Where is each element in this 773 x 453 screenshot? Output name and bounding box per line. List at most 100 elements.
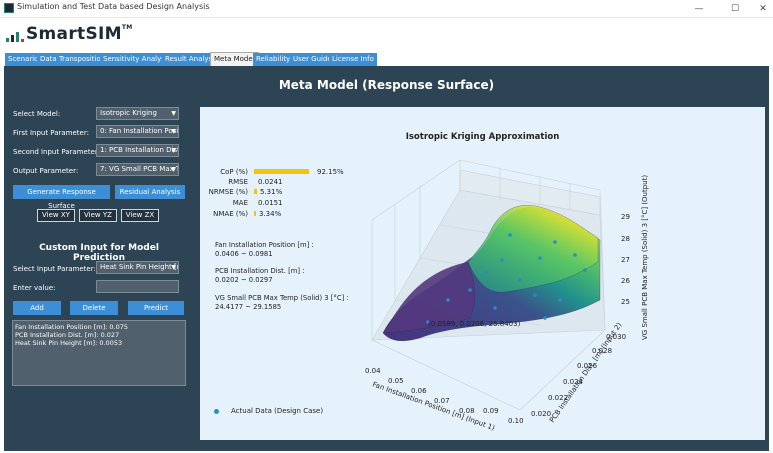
close-button[interactable]: ✕ xyxy=(759,4,767,14)
x-tick-label: 0.10 xyxy=(508,417,524,425)
z-tick-label: 26 xyxy=(621,277,630,285)
data-point xyxy=(533,293,537,297)
chevron-down-icon: ▼ xyxy=(171,147,176,154)
metric-value-cop: 92.15% xyxy=(317,168,344,176)
page-title: Meta Model (Response Surface) xyxy=(278,78,495,92)
z-ticks: 25 26 27 28 29 xyxy=(621,213,630,306)
z-tick-label: 28 xyxy=(621,235,630,243)
enter-value-input[interactable] xyxy=(96,280,179,293)
second-input-label: Second Input Parameter: xyxy=(13,148,100,156)
metric-label-cop: CoP (%) xyxy=(220,168,248,176)
surface-annotation: (0.0589, 0.0206, 25.8403) xyxy=(428,320,521,328)
response-surface xyxy=(382,205,601,341)
metric-value-nrmse: 5.31% xyxy=(260,188,283,196)
range-input1-name: Fan Installation Position [m] : xyxy=(215,241,314,249)
view-yz-button[interactable]: View YZ xyxy=(79,209,117,222)
data-point xyxy=(558,298,562,302)
select-model-label: Select Model: xyxy=(13,110,61,118)
metric-value-rmse: 0.0241 xyxy=(258,178,283,186)
chevron-down-icon: ▼ xyxy=(171,264,176,271)
range-input2: PCB Installation Dist. [m] :0.0202 ~ 0.0… xyxy=(215,267,305,285)
data-point xyxy=(518,278,522,282)
chevron-down-icon: ▼ xyxy=(171,128,176,135)
data-point xyxy=(508,233,512,237)
range-output-value: 24.4177 ~ 29.1585 xyxy=(215,303,282,311)
output-parameter-dropdown[interactable]: 7: VG Small PCB Max T ▼ xyxy=(96,163,179,176)
tab-license-info[interactable]: License Info xyxy=(329,53,377,66)
data-point xyxy=(446,298,450,302)
predict-button[interactable]: Predict xyxy=(128,301,184,315)
legend-marker-icon xyxy=(214,409,219,414)
add-button[interactable]: Add xyxy=(13,301,61,315)
x-ticks: 0.04 0.05 0.06 0.07 0.08 0.09 0.10 xyxy=(365,367,524,425)
metric-value-mae: 0.0151 xyxy=(258,199,283,207)
tab-scenario[interactable]: Scenario xyxy=(5,53,42,66)
x-tick-label: 0.05 xyxy=(388,377,404,385)
x-tick-label: 0.04 xyxy=(365,367,381,375)
z-axis-label: VG Small PCB Max Temp (Solid) 3 [°C] (Ou… xyxy=(641,175,649,340)
metric-bar-cop xyxy=(254,169,310,174)
logo-text: SmartSIM xyxy=(26,24,122,44)
first-input-dropdown[interactable]: 0: Fan Installation Positi ▼ xyxy=(96,125,179,138)
window-title: Simulation and Test Data based Design An… xyxy=(17,2,210,11)
x-tick-label: 0.08 xyxy=(459,407,475,415)
tab-data-transposition[interactable]: Data Transposition xyxy=(37,53,109,66)
select-input-parameter-dropdown[interactable]: Heat Sink Pin Height [m ▼ xyxy=(96,261,179,274)
y-tick-label: 0.030 xyxy=(606,333,626,341)
metric-bar-nrmse xyxy=(254,189,258,194)
range-input1: Fan Installation Position [m] :0.0406 ~ … xyxy=(215,241,314,259)
chevron-down-icon: ▼ xyxy=(171,166,176,173)
chevron-down-icon: ▼ xyxy=(171,110,176,117)
x-axis-label: Fan Installation Position [m] (Input 1) xyxy=(371,380,496,432)
maximize-button[interactable]: ☐ xyxy=(730,4,740,14)
minimize-button[interactable]: — xyxy=(694,4,704,14)
list-item[interactable]: PCB Installation Dist. [m]: 0.027 xyxy=(15,331,120,339)
tab-sensitivity-analysis[interactable]: Sensitivity Analysis xyxy=(100,53,174,66)
range-output-name: VG Small PCB Max Temp (Solid) 3 [°C] : xyxy=(215,294,349,302)
window-titlebar: Simulation and Test Data based Design An… xyxy=(0,0,773,18)
tab-user-guide[interactable]: User Guide xyxy=(290,53,335,66)
select-model-dropdown[interactable]: Isotropic Kriging ▼ xyxy=(96,107,179,120)
range-input2-value: 0.0202 ~ 0.0297 xyxy=(215,276,273,284)
x-tick-label: 0.06 xyxy=(411,387,427,395)
range-input1-value: 0.0406 ~ 0.0981 xyxy=(215,250,273,258)
data-points xyxy=(426,233,587,324)
y-tick-label: 0.022 xyxy=(548,394,568,402)
metric-bar-nmae xyxy=(254,211,256,216)
y-ticks: 0.020 0.022 0.024 0.026 0.028 0.030 xyxy=(531,333,626,418)
view-zx-button[interactable]: View ZX xyxy=(121,209,159,222)
metric-label-mae: MAE xyxy=(232,199,248,207)
data-point xyxy=(484,270,488,274)
y-tick-label: 0.024 xyxy=(563,378,584,386)
list-item[interactable]: Heat Sink Pin Height [m]: 0.0053 xyxy=(15,339,123,347)
z-tick-label: 29 xyxy=(621,213,630,221)
metric-label-nmae: NMAE (%) xyxy=(213,210,248,218)
enter-value-label: Enter value: xyxy=(13,284,56,292)
second-input-dropdown[interactable]: 1: PCB Installation Dist. ▼ xyxy=(96,144,179,157)
data-point xyxy=(538,256,542,260)
generate-response-surface-button[interactable]: Generate Response Surface xyxy=(13,185,110,210)
metric-value-nmae: 3.34% xyxy=(259,210,282,218)
data-point xyxy=(543,316,547,320)
data-point xyxy=(553,240,557,244)
legend-label: Actual Data (Design Case) xyxy=(231,407,324,415)
tab-reliability[interactable]: Reliability xyxy=(253,53,294,66)
view-xy-button[interactable]: View XY xyxy=(37,209,75,222)
delete-button[interactable]: Delete xyxy=(70,301,118,315)
data-point xyxy=(468,288,472,292)
y-tick-label: 0.020 xyxy=(531,410,551,418)
list-item[interactable]: Fan Installation Position [m]: 0.075 xyxy=(15,323,129,331)
data-point xyxy=(583,268,587,272)
logo-bars-icon xyxy=(6,28,24,42)
metric-label-nrmse: NRMSE (%) xyxy=(208,188,248,196)
output-parameter-label: Output Parameter: xyxy=(13,167,79,175)
custom-input-title: Custom Input for Model Prediction xyxy=(39,243,159,263)
tab-result-analysis[interactable]: Result Analysis xyxy=(162,53,221,66)
metric-label-rmse: RMSE xyxy=(228,178,248,186)
custom-input-list[interactable]: Fan Installation Position [m]: 0.075 PCB… xyxy=(12,320,186,386)
data-point xyxy=(573,253,577,257)
data-point xyxy=(426,320,430,324)
y-tick-label: 0.028 xyxy=(592,347,612,355)
residual-analysis-button[interactable]: Residual Analysis xyxy=(115,185,185,199)
